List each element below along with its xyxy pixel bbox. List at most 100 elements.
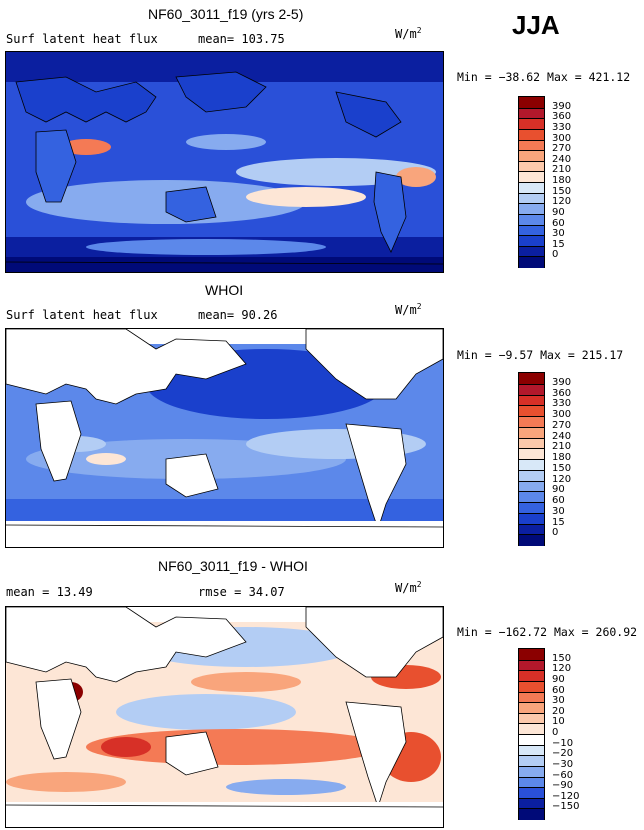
variable-label: Surf latent heat flux bbox=[6, 308, 158, 322]
map-obs bbox=[5, 328, 444, 548]
colorbar-tick-label: 60 bbox=[552, 684, 565, 696]
rmse-stat: rmse = 34.07 bbox=[198, 585, 285, 599]
colorbar-segment bbox=[519, 808, 544, 820]
colorbar-segment bbox=[519, 373, 544, 385]
colorbar-tick-label: 120 bbox=[552, 473, 572, 485]
colorbar-segment bbox=[519, 491, 544, 503]
colorbar-tick-label: 60 bbox=[552, 217, 565, 229]
colorbar-tick-label: 300 bbox=[552, 132, 572, 144]
colorbar-tick-label: 330 bbox=[552, 398, 572, 410]
colorbar-tick-label: 390 bbox=[552, 100, 572, 112]
colorbar-tick-label: 120 bbox=[552, 196, 572, 208]
colorbar-segment bbox=[519, 734, 544, 746]
colorbar-tick-label: 330 bbox=[552, 121, 572, 133]
max-value: 421.12 bbox=[588, 70, 631, 84]
colorbar-segment bbox=[519, 502, 544, 514]
max-value: 260.92 bbox=[595, 625, 638, 639]
mean-value: 103.75 bbox=[241, 32, 285, 46]
colorbar-tick-label: 10 bbox=[552, 716, 565, 728]
colorbar-segment bbox=[519, 702, 544, 714]
colorbar-segment bbox=[519, 394, 544, 406]
min-max-readout: Min = −38.62 Max = 421.12 bbox=[457, 70, 631, 84]
colorbar-segment bbox=[519, 416, 544, 428]
colorbar-segment bbox=[519, 437, 544, 449]
colorbar-segment bbox=[519, 712, 544, 724]
colorbar-tick-label: −60 bbox=[552, 769, 574, 781]
colorbar-segment bbox=[519, 405, 544, 417]
mean-stat: mean= 103.75 bbox=[198, 32, 285, 46]
colorbar-segment bbox=[519, 659, 544, 671]
colorbar-tick-label: 150 bbox=[552, 462, 572, 474]
mean-label: mean = bbox=[6, 585, 50, 599]
colorbar-segment bbox=[519, 128, 544, 140]
colorbar-tick-label: 0 bbox=[552, 249, 559, 261]
mean-value: 90.26 bbox=[241, 308, 278, 322]
colorbar-obs bbox=[518, 372, 545, 546]
colorbar-segment bbox=[519, 512, 544, 524]
colorbar-tick-label: 390 bbox=[552, 376, 572, 388]
colorbar-tick-label: 210 bbox=[552, 164, 572, 176]
colorbar-segment bbox=[519, 256, 544, 268]
colorbar-tick-label: 360 bbox=[552, 111, 572, 123]
rmse-value: 34.07 bbox=[248, 585, 285, 599]
map-field bbox=[6, 607, 443, 827]
colorbar-tick-label: 150 bbox=[552, 652, 572, 664]
map-model bbox=[5, 51, 444, 273]
season-label: JJA bbox=[512, 10, 560, 40]
colorbar-segment bbox=[519, 107, 544, 119]
colorbar-segment bbox=[519, 224, 544, 236]
colorbar-model bbox=[518, 96, 545, 268]
panel-title: NF60_3011_f19 - WHOI bbox=[158, 558, 308, 574]
min-max-readout: Min = −9.57 Max = 215.17 bbox=[457, 348, 624, 362]
colorbar-diff bbox=[518, 648, 545, 820]
colorbar-segment bbox=[519, 118, 544, 130]
colorbar-tick-label: 90 bbox=[552, 673, 565, 685]
min-max-readout: Min = −162.72 Max = 260.92 bbox=[457, 625, 638, 639]
colorbar-tick-label: 150 bbox=[552, 185, 572, 197]
colorbar-tick-label: 60 bbox=[552, 495, 565, 506]
mean-stat: mean= 90.26 bbox=[198, 308, 277, 322]
map-field bbox=[6, 52, 443, 272]
colorbar-segment bbox=[519, 523, 544, 535]
colorbar-tick-label: −120 bbox=[552, 790, 580, 802]
colorbar-segment bbox=[519, 182, 544, 194]
colorbar-segment bbox=[519, 691, 544, 703]
colorbar-tick-label: 0 bbox=[552, 527, 559, 539]
colorbar-segment bbox=[519, 469, 544, 481]
colorbar-tick-label: 270 bbox=[552, 419, 572, 431]
colorbar-tick-label: 300 bbox=[552, 409, 572, 420]
min-value: −162.72 bbox=[498, 625, 548, 639]
colorbar-segment bbox=[519, 797, 544, 809]
colorbar-tick-label: 0 bbox=[552, 727, 559, 738]
colorbar-tick-label: 240 bbox=[552, 153, 572, 165]
colorbar-tick-label: 240 bbox=[552, 430, 572, 442]
colorbar-tick-label: 180 bbox=[552, 175, 572, 186]
colorbar-segment bbox=[519, 765, 544, 777]
colorbar-segment bbox=[519, 245, 544, 257]
units-label: W/m2 bbox=[395, 26, 422, 41]
colorbar-segment bbox=[519, 670, 544, 682]
rmse-label: rmse = bbox=[198, 585, 242, 599]
colorbar-segment bbox=[519, 213, 544, 225]
colorbar-segment bbox=[519, 744, 544, 756]
colorbar-segment bbox=[519, 755, 544, 767]
colorbar-segment bbox=[519, 171, 544, 183]
colorbar-segment bbox=[519, 139, 544, 151]
colorbar-tick-label: 360 bbox=[552, 387, 572, 399]
mean-label: mean= bbox=[198, 308, 235, 322]
colorbar-tick-label: −10 bbox=[552, 737, 574, 749]
min-value: −9.57 bbox=[498, 348, 534, 362]
map-field bbox=[6, 329, 443, 547]
colorbar-segment bbox=[519, 480, 544, 492]
colorbar-segment bbox=[519, 776, 544, 788]
colorbar-tick-label: 270 bbox=[552, 143, 572, 155]
max-value: 215.17 bbox=[581, 348, 624, 362]
mean-label: mean= bbox=[198, 32, 235, 46]
colorbar-tick-label: 30 bbox=[552, 505, 565, 517]
colorbar-segment bbox=[519, 203, 544, 215]
panel-title: NF60_3011_f19 (yrs 2-5) bbox=[148, 6, 304, 22]
colorbar-segment bbox=[519, 680, 544, 692]
colorbar-segment bbox=[519, 426, 544, 438]
colorbar-tick-label: 90 bbox=[552, 206, 565, 218]
map-diff bbox=[5, 606, 444, 828]
